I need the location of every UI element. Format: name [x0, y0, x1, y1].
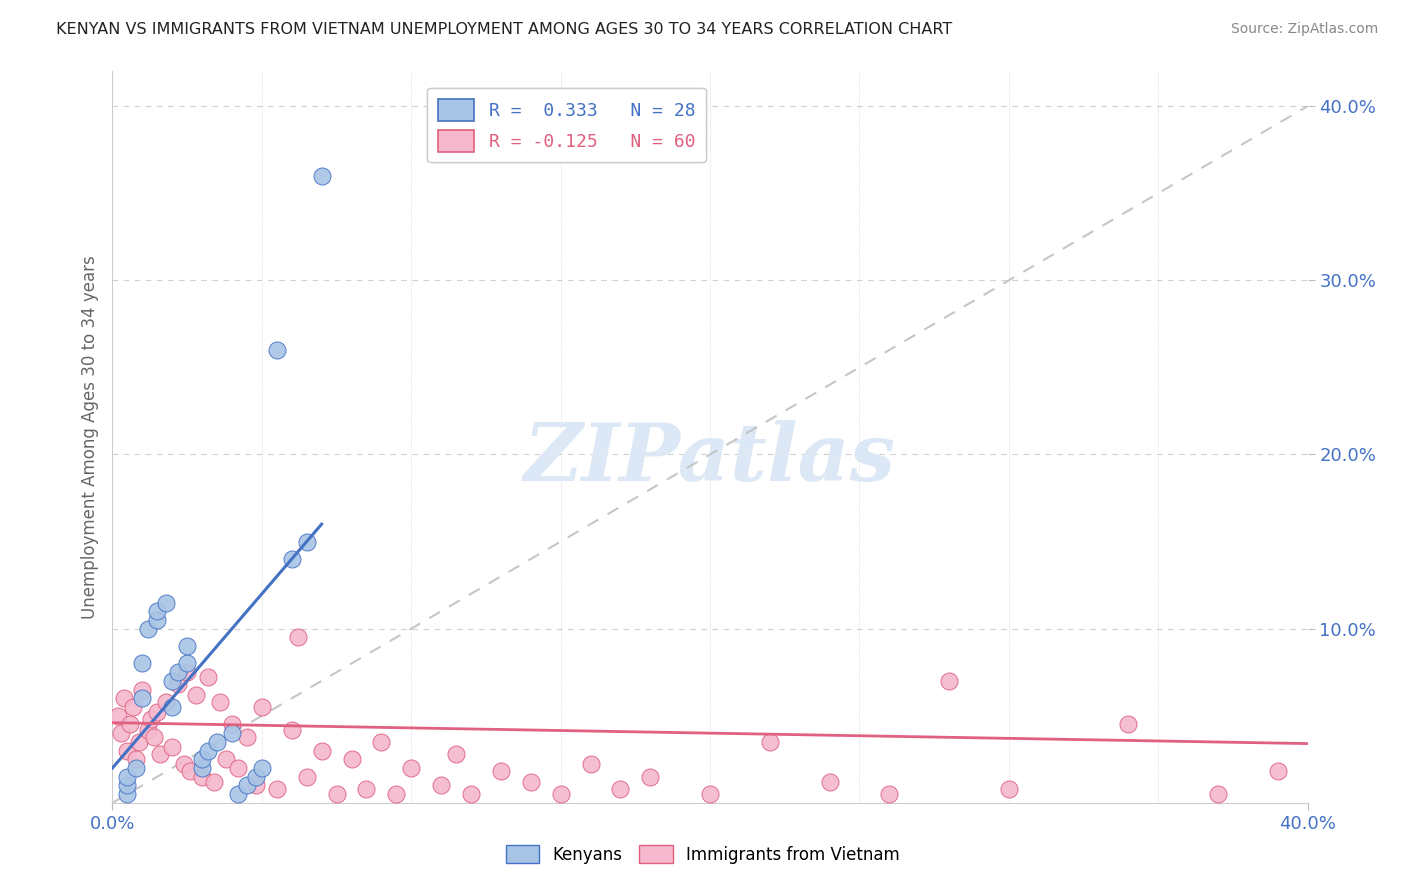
Point — [197, 743, 219, 757]
Point — [138, 723, 160, 737]
Point — [250, 761, 273, 775]
Point — [191, 752, 214, 766]
Point — [295, 534, 318, 549]
Point — [266, 343, 288, 357]
Point — [250, 700, 273, 714]
Point — [186, 688, 208, 702]
Point — [117, 787, 139, 801]
Point — [146, 604, 169, 618]
Point — [125, 761, 148, 775]
Point — [122, 700, 145, 714]
Point — [146, 705, 169, 719]
Point — [401, 761, 423, 775]
Point — [640, 770, 662, 784]
Point — [699, 787, 721, 801]
Point — [221, 726, 243, 740]
Point — [609, 781, 631, 796]
Point — [162, 740, 183, 755]
Point — [167, 665, 190, 680]
Point — [120, 717, 142, 731]
Point — [167, 677, 190, 691]
Point — [325, 787, 347, 801]
Point — [131, 657, 153, 671]
Point — [155, 695, 177, 709]
Point — [226, 761, 249, 775]
Point — [460, 787, 482, 801]
Point — [149, 747, 172, 761]
Text: Source: ZipAtlas.com: Source: ZipAtlas.com — [1230, 22, 1378, 37]
Point — [179, 764, 201, 779]
Point — [287, 631, 309, 645]
Point — [131, 691, 153, 706]
Point — [245, 778, 267, 792]
Point — [110, 726, 132, 740]
Point — [117, 778, 139, 792]
Point — [128, 735, 150, 749]
Point — [311, 743, 333, 757]
Text: KENYAN VS IMMIGRANTS FROM VIETNAM UNEMPLOYMENT AMONG AGES 30 TO 34 YEARS CORRELA: KENYAN VS IMMIGRANTS FROM VIETNAM UNEMPL… — [56, 22, 952, 37]
Point — [579, 757, 602, 772]
Point — [444, 747, 467, 761]
Point — [191, 770, 214, 784]
Point — [520, 775, 543, 789]
Point — [245, 770, 267, 784]
Point — [205, 735, 228, 749]
Point — [114, 691, 135, 706]
Point — [385, 787, 408, 801]
Point — [117, 743, 139, 757]
Point — [1206, 787, 1229, 801]
Point — [998, 781, 1021, 796]
Point — [117, 770, 139, 784]
Y-axis label: Unemployment Among Ages 30 to 34 years: Unemployment Among Ages 30 to 34 years — [80, 255, 98, 619]
Point — [191, 761, 214, 775]
Point — [489, 764, 512, 779]
Point — [340, 752, 363, 766]
Point — [176, 639, 198, 653]
Point — [550, 787, 572, 801]
Point — [266, 781, 288, 796]
Legend: Kenyans, Immigrants from Vietnam: Kenyans, Immigrants from Vietnam — [499, 838, 907, 871]
Point — [879, 787, 901, 801]
Point — [938, 673, 960, 688]
Legend: R =  0.333   N = 28, R = -0.125   N = 60: R = 0.333 N = 28, R = -0.125 N = 60 — [427, 87, 706, 162]
Point — [202, 775, 225, 789]
Point — [125, 752, 148, 766]
Point — [236, 778, 259, 792]
Point — [146, 613, 169, 627]
Point — [173, 757, 195, 772]
Point — [176, 665, 198, 680]
Point — [311, 169, 333, 183]
Point — [430, 778, 453, 792]
Point — [281, 723, 304, 737]
Point — [370, 735, 392, 749]
Point — [131, 682, 153, 697]
Point — [176, 657, 198, 671]
Point — [759, 735, 782, 749]
Text: ZIPatlas: ZIPatlas — [524, 420, 896, 498]
Point — [215, 752, 238, 766]
Point — [1118, 717, 1140, 731]
Point — [221, 717, 243, 731]
Point — [281, 552, 304, 566]
Point — [162, 700, 183, 714]
Point — [138, 622, 160, 636]
Point — [143, 730, 166, 744]
Point — [162, 673, 183, 688]
Point — [818, 775, 841, 789]
Point — [226, 787, 249, 801]
Point — [356, 781, 378, 796]
Point — [107, 708, 129, 723]
Point — [236, 730, 259, 744]
Point — [1267, 764, 1289, 779]
Point — [141, 712, 163, 726]
Point — [295, 770, 318, 784]
Point — [209, 695, 232, 709]
Point — [197, 670, 219, 684]
Point — [155, 595, 177, 609]
